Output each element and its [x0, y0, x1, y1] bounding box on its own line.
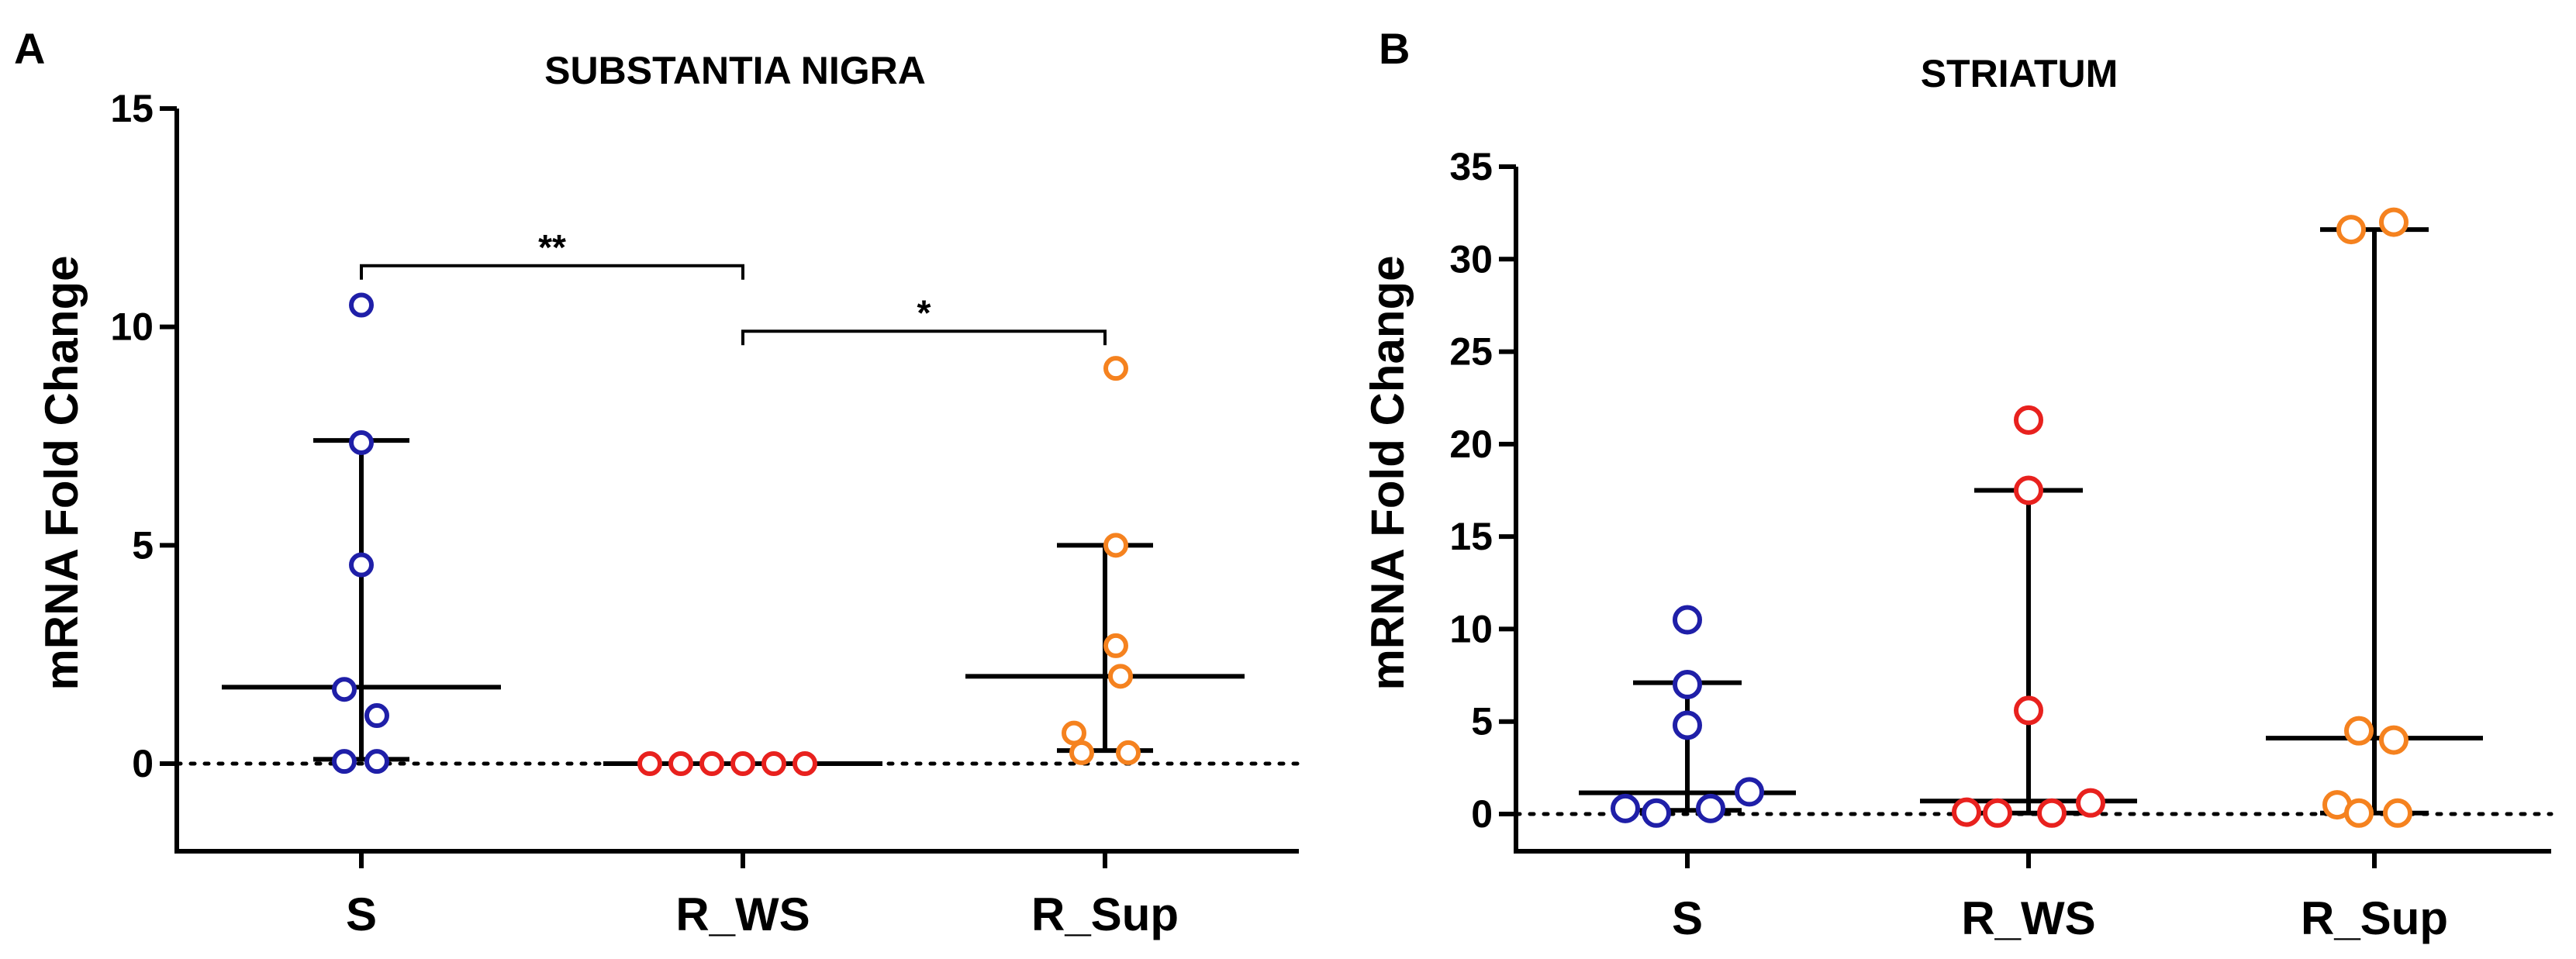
panel-b-letter: B	[1379, 24, 1410, 73]
panel-b-plot: 0 5 10 15 20 25 30 35 S R_WS R_Sup	[1449, 145, 2554, 944]
panel-a-data-point-r-ws	[699, 751, 724, 776]
panel-b-data-point-s	[1673, 710, 1702, 740]
panel-a-data-point-r-sup	[1116, 740, 1141, 765]
panel-b-data-point-r-sup	[2344, 716, 2374, 746]
panel-a-y-tick-label: 15	[110, 87, 154, 130]
panel-b-data-point-r-ws	[2014, 695, 2043, 726]
panel-b-data-point-s	[1673, 605, 1702, 635]
panel-a-data-point-r-sup	[1103, 356, 1128, 381]
panel-a-y-tick-label: 10	[110, 305, 154, 349]
panel-b-y-tick-label: 0	[1471, 792, 1493, 836]
panel-b-x-tick-label: R_Sup	[2301, 892, 2448, 944]
panel-a-data-point-s	[332, 749, 357, 774]
panel-b-data-point-r-sup	[2383, 798, 2412, 828]
panel-a-data-point-r-sup	[1108, 664, 1133, 689]
panel-a-data-point-r-ws	[761, 751, 786, 776]
panel-b-y-tick-label: 5	[1471, 700, 1493, 743]
panel-a-significance-label: **	[538, 227, 566, 267]
panel-a-data-point-r-sup	[1103, 533, 1128, 558]
panel-a-data-point-r-ws	[668, 751, 693, 776]
panel-a-x-tick-label: R_Sup	[1031, 888, 1179, 940]
panel-a-data-point-s	[364, 749, 389, 774]
panel-a-y-tick-label: 0	[132, 742, 154, 785]
panel-b-data-point-s	[1735, 777, 1764, 807]
panel-b-data-point-s	[1642, 798, 1671, 828]
panel-b-data-point-s	[1611, 793, 1640, 823]
panel-b-data-point-r-sup	[2379, 207, 2409, 237]
panel-b-y-tick-label: 20	[1449, 423, 1493, 466]
panel-a-data-point-s	[349, 292, 374, 318]
panel-a-data-point-r-ws	[792, 751, 817, 776]
panel-a-letter: A	[14, 24, 45, 73]
panel-a-data-point-r-sup	[1069, 740, 1094, 765]
panel-a-data-point-r-sup	[1062, 720, 1086, 746]
panel-a-data-point-s	[332, 677, 357, 702]
panel-b-y-tick-label: 15	[1449, 515, 1493, 558]
panel-a-y-tick-label: 5	[132, 523, 154, 567]
panel-b-data-point-r-ws	[2014, 475, 2043, 505]
panel-a-title: SUBSTANTIA NIGRA	[544, 49, 926, 92]
panel-a-y-axis-title: mRNA Fold Change	[36, 255, 88, 690]
panel-b-y-axis-title: mRNA Fold Change	[1362, 255, 1414, 690]
panel-b-data-point-r-ws	[1952, 797, 1981, 827]
panel-b-y-tick-label: 30	[1449, 237, 1493, 281]
panel-b-data-point-r-ws	[2014, 405, 2043, 435]
panel-a-significance-bracket	[360, 264, 744, 280]
panel-b-x-tick-label: S	[1672, 892, 1703, 944]
panel-b-data-point-s	[1696, 793, 1725, 823]
panel-a-data-point-s	[349, 552, 374, 578]
panel-a-data-point-r-ws	[730, 751, 755, 776]
panel-a-significance-label: *	[917, 292, 931, 333]
panel-b-data-point-r-ws	[2076, 788, 2105, 818]
panel-b-title: STRIATUM	[1921, 52, 2118, 95]
panel-a-data-point-r-ws	[637, 751, 662, 776]
panel-a-significance-bracket	[741, 329, 1107, 346]
panel-a-x-tick-label: R_WS	[675, 888, 810, 940]
panel-b-y-tick-label: 35	[1449, 145, 1493, 188]
panel-b-y-tick-label: 25	[1449, 330, 1493, 374]
panel-b-data-point-r-sup	[2336, 215, 2366, 245]
panel-a-x-tick-label: S	[346, 888, 377, 940]
panel-a-data-point-s	[364, 703, 389, 729]
panel-b-data-point-r-sup	[2344, 798, 2374, 828]
panel-b-x-tick-label: R_WS	[1961, 892, 2095, 944]
panel-a-data-point-s	[349, 429, 374, 455]
panel-b-data-point-r-ws	[1983, 798, 2012, 828]
panel-b-y-tick-label: 10	[1449, 607, 1493, 650]
panel-b-data-point-s	[1673, 670, 1702, 699]
panel-b-data-point-r-ws	[2037, 798, 2067, 828]
panel-b-data-point-r-sup	[2379, 725, 2409, 755]
panel-a-data-point-r-sup	[1103, 633, 1128, 658]
